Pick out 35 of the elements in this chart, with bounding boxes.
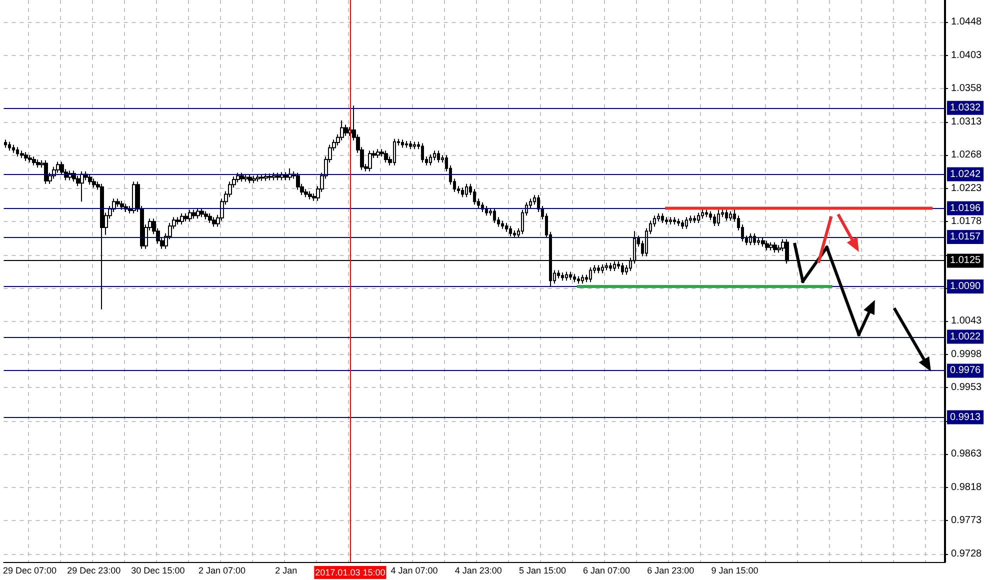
- y-tick-label: 0.9863: [951, 448, 982, 460]
- ref-line-label: 1.0157: [950, 232, 982, 243]
- y-tick-label: 0.9773: [951, 515, 982, 526]
- x-tick-label: 6 Jan 23:00: [647, 566, 694, 576]
- x-tick-label: 5 Jan 15:00: [518, 566, 566, 576]
- ref-line-label: 1.0125: [950, 255, 982, 266]
- x-tick-label: 29 Dec 07:00: [2, 566, 57, 576]
- y-tick-label: 0.9818: [951, 482, 982, 493]
- y-tick-label: 1.0268: [951, 150, 982, 161]
- ref-line-label: 1.0242: [950, 168, 982, 180]
- ref-line-label: 1.0196: [950, 202, 982, 214]
- y-tick-label: 1.0358: [951, 83, 982, 94]
- x-tick-label: 9 Jan 15:00: [711, 566, 758, 576]
- ref-line-label: 0.9913: [950, 412, 982, 423]
- y-tick-label: 0.9953: [951, 382, 982, 394]
- x-tick-label: 30 Dec 15:00: [131, 566, 185, 576]
- y-tick-label: 0.9998: [951, 348, 982, 360]
- x-tick-label: 4 Jan 07:00: [390, 566, 438, 576]
- x-tick-label: 6 Jan 07:00: [583, 566, 630, 576]
- x-tick-label: 2 Jan 07:00: [198, 566, 246, 576]
- y-tick-label: 1.0043: [951, 316, 982, 327]
- ref-line-label: 1.0332: [950, 102, 982, 114]
- x-tick-label: 29 Dec 23:00: [67, 566, 121, 576]
- y-tick-label: 1.0448: [951, 16, 982, 28]
- ref-line-label: 1.0090: [950, 281, 982, 292]
- y-tick-label: 1.0178: [951, 216, 982, 228]
- y-tick-label: 1.0403: [951, 50, 982, 61]
- y-tick-label: 1.0313: [951, 116, 982, 128]
- x-tick-label: 2017.01.03 15:00: [315, 568, 386, 578]
- y-tick-label: 0.9728: [951, 548, 982, 560]
- x-tick-label: 4 Jan 23:00: [454, 566, 502, 576]
- ref-line-label: 1.0022: [950, 331, 982, 342]
- x-tick-label: 2 Jan: [275, 566, 298, 576]
- ref-line-label: 0.9976: [950, 365, 982, 376]
- y-tick-label: 1.0223: [951, 182, 982, 194]
